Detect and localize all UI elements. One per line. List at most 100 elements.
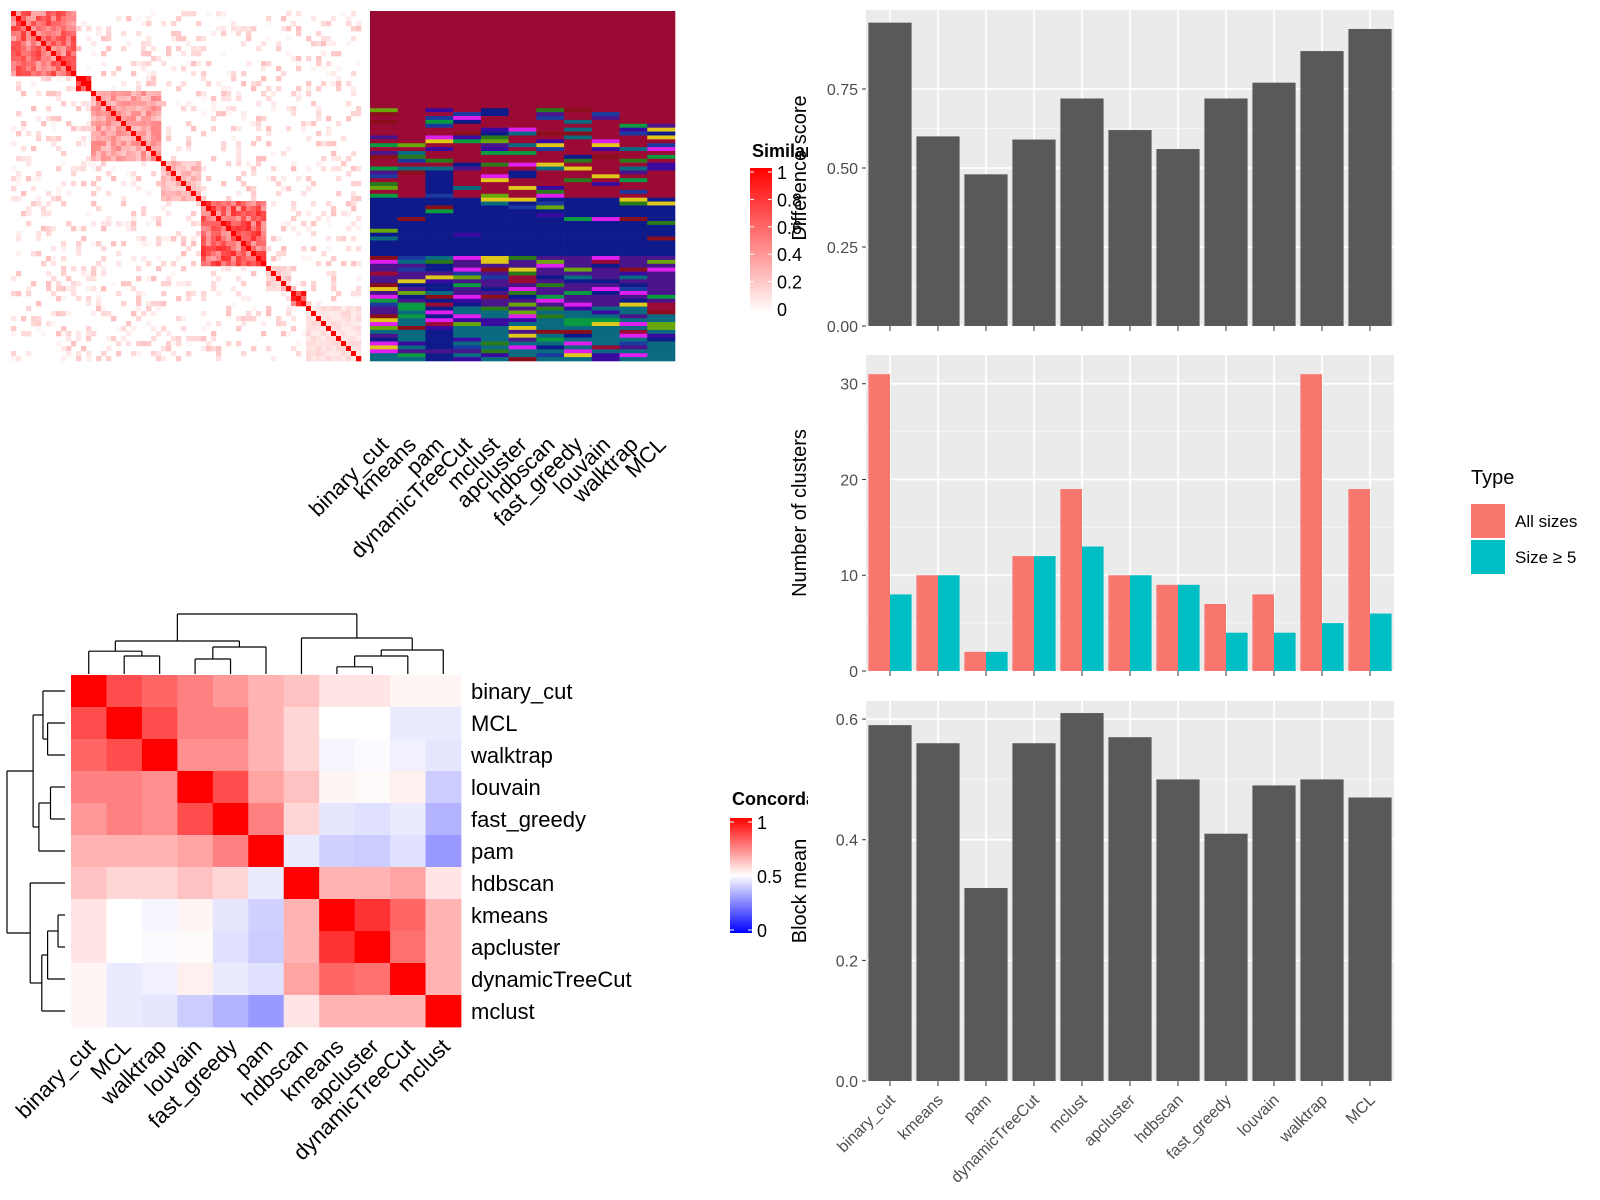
similarity-cell	[111, 316, 117, 322]
cluster-label-cell	[591, 228, 620, 233]
similarity-cell	[261, 331, 267, 337]
similarity-cell	[41, 21, 47, 27]
similarity-cell	[161, 166, 167, 172]
cluster-label-cell	[425, 170, 454, 175]
similarity-cell	[291, 166, 297, 172]
similarity-cell	[51, 56, 57, 62]
cluster-label-cell	[564, 65, 593, 70]
cluster-label-cell	[453, 205, 482, 210]
similarity-cell	[286, 126, 292, 132]
cluster-label-cell	[591, 170, 620, 175]
cluster-label-cell	[647, 228, 676, 233]
similarity-cell	[171, 271, 177, 277]
cluster-label-cell	[480, 162, 509, 167]
similarity-cell	[256, 101, 262, 107]
column-dendrogram	[88, 613, 444, 674]
similarity-cell	[176, 341, 182, 347]
similarity-cell	[166, 81, 172, 87]
similarity-cell	[351, 151, 357, 157]
similarity-cell	[246, 241, 252, 247]
similarity-cell	[356, 26, 362, 32]
similarity-cell	[31, 21, 37, 27]
similarity-cell	[161, 61, 167, 67]
cluster-label-cell	[453, 240, 482, 245]
similarity-cell	[231, 246, 237, 252]
similarity-cell	[161, 281, 167, 287]
concordance-cell	[141, 803, 178, 836]
cluster-label-cell	[536, 119, 565, 125]
similarity-cell	[121, 81, 127, 87]
cluster-label-cell	[591, 326, 620, 331]
cluster-label-cell	[425, 61, 454, 66]
similarity-cell	[11, 176, 17, 182]
similarity-cell	[271, 91, 277, 97]
cluster-label-cell	[397, 318, 426, 323]
legend-label: Size ≥ 5	[1515, 548, 1576, 567]
similarity-cell	[76, 251, 82, 257]
cluster-label-cell	[370, 345, 399, 350]
cluster-label-cell	[647, 283, 676, 288]
similarity-cell	[326, 316, 332, 322]
cluster-label-cell	[591, 217, 620, 222]
similarity-cell	[141, 101, 147, 107]
cluster-label-cell	[508, 77, 537, 82]
similarity-cell	[206, 251, 212, 257]
similarity-cell	[241, 256, 247, 262]
similarity-cell	[216, 236, 222, 242]
similarity-cell	[286, 331, 292, 337]
similarity-cell	[131, 141, 137, 147]
cluster-label-cell	[480, 302, 509, 307]
similarity-cell	[266, 346, 272, 352]
cluster-label-cell	[425, 228, 454, 233]
cluster-label-cell	[425, 81, 454, 86]
similarity-cell	[201, 311, 207, 317]
cluster-label-cell	[536, 345, 565, 350]
similarity-cell	[96, 106, 102, 112]
cluster-label-cell	[647, 96, 676, 101]
similarity-cell	[96, 26, 102, 32]
similarity-cell	[86, 336, 92, 342]
cluster-label-cell	[508, 139, 537, 144]
similarity-cell	[231, 256, 237, 262]
similarity-cell	[16, 111, 22, 117]
cluster-label-cell	[425, 69, 454, 74]
bar-size---5	[890, 594, 912, 671]
similarity-cell	[26, 71, 32, 77]
cluster-label-cell	[397, 256, 426, 261]
similarity-cell	[236, 201, 242, 207]
cluster-label-cell	[453, 166, 482, 171]
similarity-cell	[241, 111, 247, 117]
similarity-cell	[351, 196, 357, 202]
similarity-cell	[166, 341, 172, 347]
similarity-cell	[186, 61, 192, 67]
similarity-cell	[116, 126, 122, 132]
y-tick-label: 0.4	[836, 833, 858, 850]
cluster-label-cell	[370, 341, 399, 346]
similarity-cell	[166, 181, 172, 187]
concordance-cell	[390, 771, 426, 804]
cluster-label-cell	[453, 170, 482, 175]
similarity-cell	[56, 26, 62, 32]
bar-size---5	[938, 575, 960, 671]
similarity-cell	[271, 266, 277, 272]
similarity-cell	[181, 281, 187, 287]
similarity-cell	[251, 86, 257, 92]
similarity-cell	[281, 221, 287, 227]
similarity-cell	[326, 271, 332, 277]
similarity-cell	[176, 101, 182, 107]
cluster-label-cell	[564, 26, 593, 31]
similarity-cell	[51, 71, 57, 77]
similarity-cell	[211, 336, 217, 342]
cluster-label-cell	[425, 166, 454, 171]
similarity-cell	[146, 276, 152, 282]
similarity-cell	[146, 116, 152, 122]
similarity-cell	[16, 71, 22, 77]
similarity-cell	[21, 16, 27, 22]
cluster-label-cell	[619, 131, 648, 136]
similarity-cell	[56, 71, 62, 77]
similarity-cell	[31, 51, 37, 57]
similarity-cell	[186, 176, 192, 182]
similarity-cell	[301, 281, 307, 287]
similarity-cell	[286, 296, 292, 302]
cluster-label-cell	[619, 92, 648, 97]
